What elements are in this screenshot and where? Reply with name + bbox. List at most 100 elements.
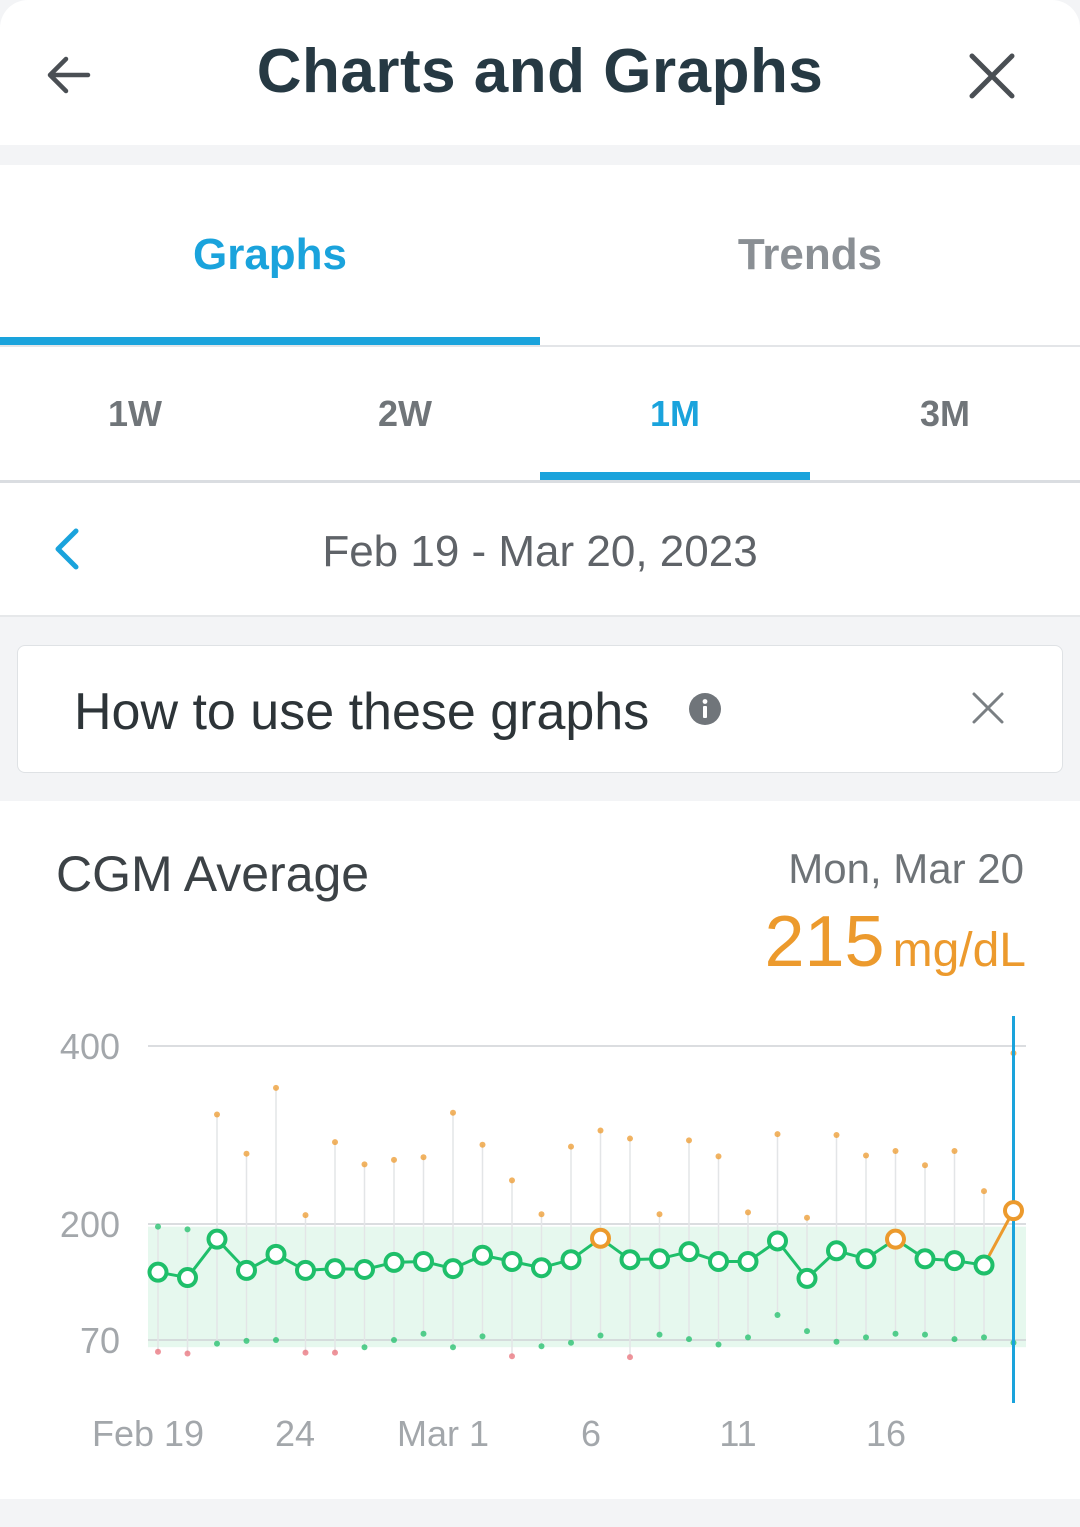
info-icon[interactable] — [688, 692, 722, 726]
average-point — [297, 1262, 314, 1279]
range-1w[interactable]: 1W — [0, 347, 270, 480]
average-point — [150, 1264, 167, 1281]
y-tick-label: 70 — [80, 1320, 120, 1361]
max-dot — [834, 1132, 840, 1138]
min-dot — [332, 1350, 338, 1356]
min-dot — [716, 1342, 722, 1348]
header-divider — [0, 145, 1080, 165]
max-dot — [214, 1112, 220, 1118]
average-point — [238, 1262, 255, 1279]
max-dot — [745, 1209, 751, 1215]
dismiss-icon[interactable] — [970, 690, 1006, 726]
x-tick-label: Mar 1 — [397, 1413, 489, 1454]
max-dot — [539, 1211, 545, 1217]
page-title: Charts and Graphs — [0, 36, 1080, 107]
selected-value: 215 mg/dL — [764, 901, 1026, 983]
how-to-label: How to use these graphs — [74, 682, 649, 742]
min-dot — [804, 1328, 810, 1334]
average-point — [769, 1232, 786, 1249]
cgm-average-card: 400 200 70 Feb 19 24 Mar 1 6 11 16 CGM Average M… — [0, 801, 1080, 1499]
average-point — [710, 1253, 727, 1270]
min-dot — [539, 1343, 545, 1349]
average-point — [474, 1247, 491, 1264]
max-dot — [450, 1110, 456, 1116]
min-dot — [480, 1333, 486, 1339]
min-dot — [244, 1338, 250, 1344]
tab-trends[interactable]: Trends — [540, 165, 1080, 345]
min-dot — [598, 1333, 604, 1339]
min-dot — [214, 1341, 220, 1347]
y-tick-label: 400 — [60, 1026, 120, 1067]
max-dot — [863, 1152, 869, 1158]
min-dot — [952, 1336, 958, 1342]
min-dot — [568, 1340, 574, 1346]
average-point — [946, 1252, 963, 1269]
min-dot — [421, 1331, 427, 1337]
max-dot — [421, 1154, 427, 1160]
min-dot — [922, 1332, 928, 1338]
average-point — [976, 1257, 993, 1274]
max-dot — [922, 1162, 928, 1168]
min-dot — [391, 1337, 397, 1343]
average-point — [327, 1260, 344, 1277]
min-dot — [273, 1337, 279, 1343]
average-point — [209, 1231, 226, 1248]
average-point — [356, 1261, 373, 1278]
y-tick-label: 200 — [60, 1204, 120, 1245]
average-point — [533, 1259, 550, 1276]
max-dot — [775, 1131, 781, 1137]
min-dot — [775, 1312, 781, 1318]
tab-bar: Graphs Trends — [0, 165, 1080, 347]
average-point — [179, 1269, 196, 1286]
tab-graphs[interactable]: Graphs — [0, 165, 540, 345]
date-range-label: Feb 19 - Mar 20, 2023 — [0, 527, 1080, 577]
max-dot — [568, 1144, 574, 1150]
max-dot — [981, 1188, 987, 1194]
tab-indicator — [0, 337, 540, 345]
average-point — [858, 1250, 875, 1267]
max-dot — [391, 1157, 397, 1163]
min-dot — [981, 1334, 987, 1340]
max-dot — [893, 1148, 899, 1154]
max-dot — [509, 1177, 515, 1183]
min-dot — [509, 1353, 515, 1359]
min-dot — [834, 1339, 840, 1345]
min-dot — [627, 1354, 633, 1360]
average-point — [681, 1243, 698, 1260]
max-dot — [598, 1128, 604, 1134]
x-tick-label: 16 — [866, 1413, 906, 1454]
max-dot — [686, 1137, 692, 1143]
average-point — [887, 1231, 904, 1248]
how-to-banner[interactable]: How to use these graphs — [17, 645, 1063, 773]
range-3m[interactable]: 3M — [810, 347, 1080, 480]
max-dot — [716, 1153, 722, 1159]
min-dot — [303, 1350, 309, 1356]
max-dot — [952, 1148, 958, 1154]
min-dot — [893, 1331, 899, 1337]
x-tick-label: 24 — [275, 1413, 315, 1454]
max-dot — [244, 1151, 250, 1157]
selected-date: Mon, Mar 20 — [788, 845, 1024, 893]
average-point — [445, 1260, 462, 1277]
average-point — [917, 1250, 934, 1267]
average-point — [1005, 1202, 1022, 1219]
range-2w[interactable]: 2W — [270, 347, 540, 480]
average-point — [415, 1253, 432, 1270]
close-icon[interactable] — [966, 50, 1018, 102]
min-dot — [686, 1336, 692, 1342]
max-dot — [155, 1224, 161, 1230]
min-dot — [745, 1334, 751, 1340]
date-navigator: Feb 19 - Mar 20, 2023 — [0, 483, 1080, 617]
x-tick-label: 11 — [719, 1413, 756, 1454]
range-1m[interactable]: 1M — [540, 347, 810, 480]
max-dot — [657, 1211, 663, 1217]
average-point — [386, 1254, 403, 1271]
app-header: Charts and Graphs — [0, 0, 1080, 145]
range-indicator — [540, 472, 810, 480]
average-point — [828, 1242, 845, 1259]
max-dot — [303, 1212, 309, 1218]
average-point — [799, 1270, 816, 1287]
min-dot — [185, 1351, 191, 1357]
max-dot — [480, 1142, 486, 1148]
average-point — [651, 1250, 668, 1267]
